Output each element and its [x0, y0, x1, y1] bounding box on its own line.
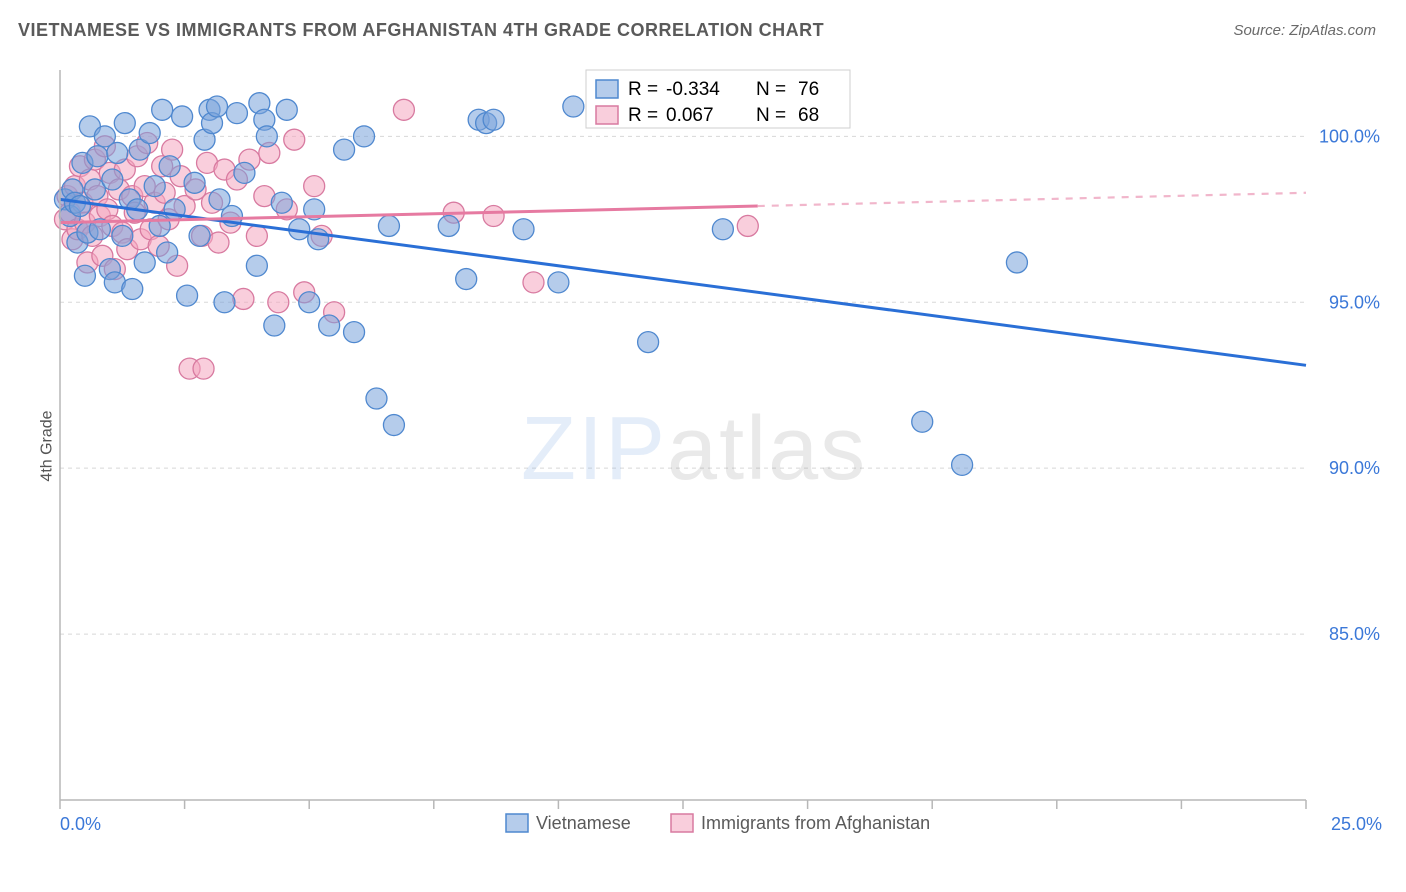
data-point-blue — [513, 219, 534, 240]
x-tick-label: 25.0% — [1331, 814, 1382, 834]
data-point-blue — [152, 99, 173, 120]
data-point-blue — [177, 285, 198, 306]
data-point-pink — [393, 99, 414, 120]
data-point-blue — [234, 162, 255, 183]
data-point-blue — [378, 215, 399, 236]
data-point-blue — [638, 332, 659, 353]
data-point-blue — [122, 279, 143, 300]
legend-series-label: Vietnamese — [536, 813, 631, 833]
legend-swatch — [506, 814, 528, 832]
data-point-blue — [438, 215, 459, 236]
y-tick-label: 100.0% — [1319, 126, 1380, 146]
data-point-blue — [299, 292, 320, 313]
legend-r-label: R = — [628, 79, 658, 100]
y-tick-label: 85.0% — [1329, 624, 1380, 644]
data-point-blue — [159, 156, 180, 177]
legend-series-label: Immigrants from Afghanistan — [701, 813, 930, 833]
data-point-blue — [189, 225, 210, 246]
chart-title: VIETNAMESE VS IMMIGRANTS FROM AFGHANISTA… — [18, 20, 824, 41]
data-point-pink — [246, 225, 267, 246]
data-point-pink — [268, 292, 289, 313]
data-point-blue — [172, 106, 193, 127]
data-point-blue — [456, 269, 477, 290]
data-point-blue — [319, 315, 340, 336]
data-point-pink — [737, 215, 758, 236]
data-point-blue — [334, 139, 355, 160]
source-label: Source: ZipAtlas.com — [1233, 22, 1376, 39]
data-point-blue — [912, 411, 933, 432]
data-point-pink — [304, 176, 325, 197]
data-point-pink — [523, 272, 544, 293]
data-point-blue — [246, 255, 267, 276]
data-point-blue — [1006, 252, 1027, 273]
data-point-blue — [712, 219, 733, 240]
data-point-blue — [134, 252, 155, 273]
data-point-blue — [139, 123, 160, 144]
data-point-blue — [206, 96, 227, 117]
scatter-chart: ZIPatlas R = -0.334 N = 76 R = 0.067 N = 68 Vi… — [46, 58, 1386, 838]
data-point-pink — [284, 129, 305, 150]
legend-r-value: 0.067 — [666, 105, 714, 126]
data-point-blue — [276, 99, 297, 120]
legend-r-label: R = — [628, 105, 658, 126]
data-point-blue — [87, 146, 108, 167]
data-point-pink — [233, 288, 254, 309]
data-point-blue — [144, 176, 165, 197]
data-point-blue — [383, 415, 404, 436]
data-point-blue — [952, 454, 973, 475]
data-point-pink — [483, 206, 504, 227]
data-point-pink — [208, 232, 229, 253]
data-point-blue — [548, 272, 569, 293]
y-tick-label: 95.0% — [1329, 292, 1380, 312]
legend-n-label: N = — [756, 105, 786, 126]
data-point-pink — [193, 358, 214, 379]
data-point-blue — [214, 292, 235, 313]
data-point-blue — [102, 169, 123, 190]
legend-swatch — [596, 80, 618, 98]
data-point-blue — [74, 265, 95, 286]
data-point-blue — [69, 196, 90, 217]
trend-line-pink-extrapolated — [758, 193, 1306, 206]
x-tick-label: 0.0% — [60, 814, 101, 834]
legend-swatch — [671, 814, 693, 832]
data-point-blue — [264, 315, 285, 336]
trend-line-blue — [60, 199, 1306, 365]
legend-r-value: -0.334 — [666, 79, 720, 100]
y-tick-label: 90.0% — [1329, 458, 1380, 478]
data-point-blue — [483, 109, 504, 130]
legend-n-value: 76 — [798, 79, 819, 100]
data-point-blue — [256, 126, 277, 147]
data-point-blue — [114, 113, 135, 134]
data-point-blue — [563, 96, 584, 117]
data-point-blue — [271, 192, 292, 213]
data-point-blue — [366, 388, 387, 409]
data-point-blue — [157, 242, 178, 263]
legend-n-value: 68 — [798, 105, 819, 126]
data-point-blue — [354, 126, 375, 147]
legend-n-label: N = — [756, 79, 786, 100]
data-point-blue — [226, 103, 247, 124]
data-point-blue — [107, 142, 128, 163]
data-point-blue — [344, 322, 365, 343]
data-point-blue — [112, 225, 133, 246]
legend-swatch — [596, 106, 618, 124]
watermark: ZIPatlas — [521, 399, 867, 499]
data-point-blue — [184, 172, 205, 193]
